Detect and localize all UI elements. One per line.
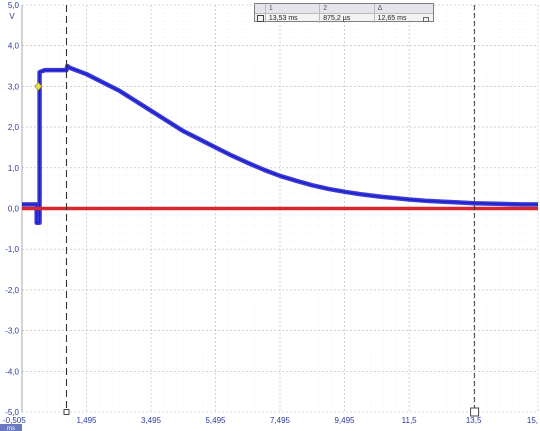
ruler-1-value: 13,53 ms — [264, 14, 319, 23]
lock-icon[interactable] — [423, 17, 430, 22]
y-tick-label: 3,0 — [8, 82, 20, 91]
y-tick-label: -1,0 — [5, 245, 19, 254]
y-tick-label: 0,0 — [8, 205, 20, 214]
delta-value: 12,65 ms — [373, 14, 423, 23]
x-tick-label: 11,5 — [402, 416, 418, 425]
ruler-readout-panel: 1 2 Δ 13,53 ms 875,2 µs 12,65 ms — [254, 3, 434, 23]
ruler-header-row: 1 2 Δ — [255, 4, 433, 14]
delta-header: Δ — [373, 4, 423, 13]
x-tick-label: 3,495 — [141, 416, 162, 425]
y-tick-label: -4,0 — [5, 367, 19, 376]
y-tick-label: -3,0 — [5, 327, 19, 336]
y-tick-label: -2,0 — [5, 286, 19, 295]
y-axis-unit: V — [9, 12, 15, 21]
trigger-marker-icon — [34, 81, 43, 91]
x-tick-label: 13,5 — [466, 416, 482, 425]
corner-badge — [0, 424, 22, 431]
channel-a-trace — [22, 65, 538, 224]
y-tick-label: 2,0 — [8, 123, 20, 132]
ruler-value-row: 13,53 ms 875,2 µs 12,65 ms — [255, 14, 433, 23]
x-tick-label: 1,495 — [76, 416, 97, 425]
y-tick-label: 4,0 — [8, 42, 20, 51]
ruler-2-header: 2 — [319, 4, 373, 13]
y-tick-label: 5,0 — [8, 1, 20, 10]
x-tick-label: 7,495 — [270, 416, 291, 425]
x-tick-label: 5,495 — [205, 416, 226, 425]
x-tick-label: -0,505 — [3, 416, 26, 425]
y-tick-label: -5,0 — [5, 408, 19, 417]
time-ruler-2-handle[interactable] — [470, 407, 480, 417]
y-tick-label: 1,0 — [8, 164, 20, 173]
ruler-1-header: 1 — [264, 4, 319, 13]
ruler-2-value: 875,2 µs — [319, 14, 373, 23]
time-ruler-1-handle[interactable] — [63, 409, 70, 415]
ruler-checkbox-icon[interactable] — [257, 15, 264, 22]
corner-label: ms — [7, 426, 15, 431]
x-tick-label: 9,495 — [334, 416, 355, 425]
x-tick-label: 15, — [527, 416, 538, 425]
